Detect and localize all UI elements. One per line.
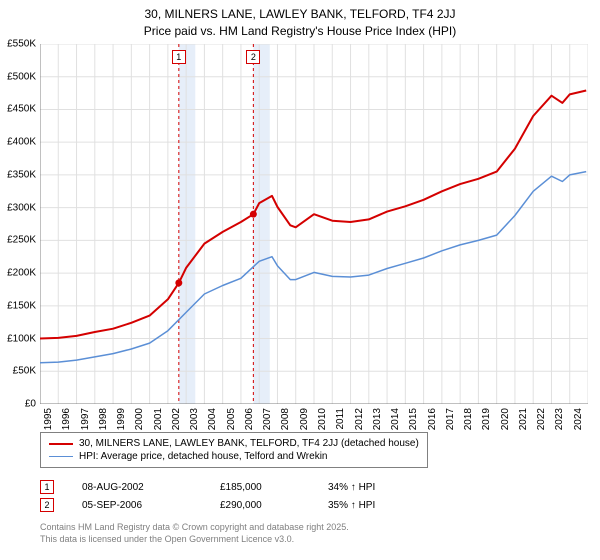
x-axis-tick-label: 2001	[153, 408, 164, 430]
sale-row: 2 05-SEP-2006 £290,000 35% ↑ HPI	[40, 496, 418, 514]
y-axis-tick-label: £300K	[7, 202, 36, 213]
y-axis-tick-label: £0	[25, 399, 36, 410]
sale-row-date: 05-SEP-2006	[82, 500, 192, 511]
chart-svg	[40, 44, 588, 404]
x-axis-tick-label: 2008	[280, 408, 291, 430]
sale-row-delta: 35% ↑ HPI	[328, 500, 418, 511]
x-axis-tick-label: 2007	[262, 408, 273, 430]
sale-row: 1 08-AUG-2002 £185,000 34% ↑ HPI	[40, 478, 418, 496]
x-axis-tick-label: 2022	[536, 408, 547, 430]
title-block: 30, MILNERS LANE, LAWLEY BANK, TELFORD, …	[0, 0, 600, 42]
x-axis-tick-label: 1999	[116, 408, 127, 430]
legend-row: HPI: Average price, detached house, Telf…	[49, 450, 419, 463]
x-axis-tick-label: 2012	[354, 408, 365, 430]
x-axis-tick-label: 2006	[244, 408, 255, 430]
x-axis-tick-label: 2021	[518, 408, 529, 430]
sale-flag-2: 2	[246, 50, 260, 64]
y-axis-tick-label: £500K	[7, 71, 36, 82]
y-axis-tick-label: £50K	[13, 366, 36, 377]
title-line-1: 30, MILNERS LANE, LAWLEY BANK, TELFORD, …	[0, 6, 600, 23]
y-axis-tick-label: £250K	[7, 235, 36, 246]
legend-label: HPI: Average price, detached house, Telf…	[79, 451, 328, 462]
legend-swatch	[49, 456, 73, 458]
title-line-2: Price paid vs. HM Land Registry's House …	[0, 23, 600, 40]
x-axis-tick-label: 2003	[189, 408, 200, 430]
footer-attribution: Contains HM Land Registry data © Crown c…	[40, 522, 349, 545]
legend-swatch	[49, 443, 73, 445]
x-axis-tick-label: 2000	[134, 408, 145, 430]
chart-area: £0£50K£100K£150K£200K£250K£300K£350K£400…	[40, 44, 588, 404]
x-axis-tick-label: 2020	[500, 408, 511, 430]
y-axis-tick-label: £550K	[7, 39, 36, 50]
footer-line-2: This data is licensed under the Open Gov…	[40, 534, 349, 546]
x-axis-tick-label: 1995	[43, 408, 54, 430]
x-axis-tick-label: 2023	[554, 408, 565, 430]
x-axis-tick-label: 2018	[463, 408, 474, 430]
y-axis-tick-label: £400K	[7, 137, 36, 148]
footer-line-1: Contains HM Land Registry data © Crown c…	[40, 522, 349, 534]
sale-row-date: 08-AUG-2002	[82, 482, 192, 493]
y-axis-tick-label: £100K	[7, 333, 36, 344]
x-axis-tick-label: 2009	[299, 408, 310, 430]
sale-row-flag: 2	[40, 498, 54, 512]
y-axis-tick-label: £200K	[7, 268, 36, 279]
y-axis-tick-label: £350K	[7, 169, 36, 180]
sale-flag-1: 1	[172, 50, 186, 64]
x-axis-tick-label: 2016	[427, 408, 438, 430]
sales-table: 1 08-AUG-2002 £185,000 34% ↑ HPI 2 05-SEP-200…	[40, 478, 418, 514]
x-axis-tick-label: 2004	[207, 408, 218, 430]
legend-label: 30, MILNERS LANE, LAWLEY BANK, TELFORD, …	[79, 438, 419, 449]
x-axis-tick-label: 1997	[80, 408, 91, 430]
x-axis-tick-label: 2017	[445, 408, 456, 430]
sale-row-flag: 1	[40, 480, 54, 494]
x-axis-tick-label: 2024	[573, 408, 584, 430]
x-axis-tick-label: 2002	[171, 408, 182, 430]
x-axis-tick-label: 2015	[408, 408, 419, 430]
x-axis-tick-label: 2019	[481, 408, 492, 430]
x-axis-tick-label: 2014	[390, 408, 401, 430]
x-axis-tick-label: 2010	[317, 408, 328, 430]
x-axis-tick-label: 1996	[61, 408, 72, 430]
sale-row-delta: 34% ↑ HPI	[328, 482, 418, 493]
x-axis-tick-label: 2005	[226, 408, 237, 430]
y-axis-tick-label: £450K	[7, 104, 36, 115]
legend-row: 30, MILNERS LANE, LAWLEY BANK, TELFORD, …	[49, 437, 419, 450]
x-axis-tick-label: 1998	[98, 408, 109, 430]
sale-row-price: £290,000	[220, 500, 300, 511]
legend-box: 30, MILNERS LANE, LAWLEY BANK, TELFORD, …	[40, 432, 428, 468]
x-axis-tick-label: 2011	[335, 408, 346, 430]
y-axis-tick-label: £150K	[7, 300, 36, 311]
sale-row-price: £185,000	[220, 482, 300, 493]
x-axis-tick-label: 2013	[372, 408, 383, 430]
chart-container: 30, MILNERS LANE, LAWLEY BANK, TELFORD, …	[0, 0, 600, 560]
